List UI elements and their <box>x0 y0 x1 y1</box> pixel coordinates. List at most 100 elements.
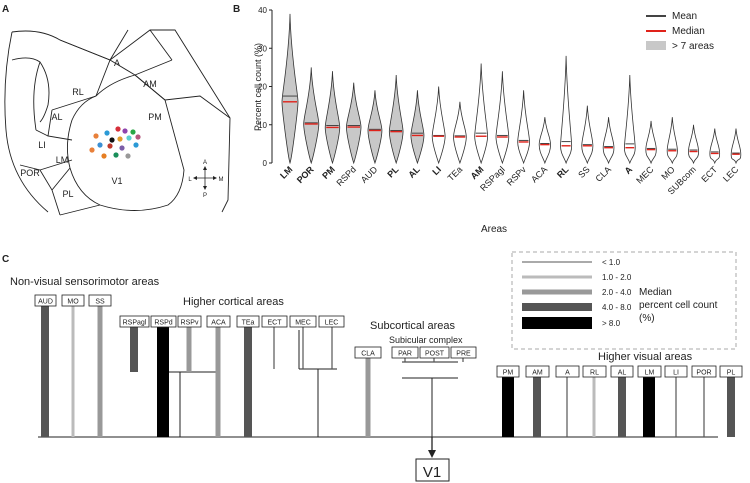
area-box-label-por: POR <box>696 370 711 377</box>
area-box-label-al: AL <box>618 370 627 377</box>
area-boundary-rl <box>59 39 111 97</box>
legend-c-item-2: 1.0 - 2.0 <box>602 273 632 282</box>
legend-c-item-3: 2.0 - 4.0 <box>602 288 632 297</box>
violin-SS <box>581 105 594 165</box>
violin-PM <box>324 71 341 165</box>
violin-ECT <box>709 128 721 165</box>
x-tick-label-AUD: AUD <box>359 164 380 185</box>
area-box-label-pm: PM <box>503 370 514 377</box>
injection-dot <box>113 152 119 158</box>
area-label-a: A <box>114 58 120 68</box>
area-box-tea <box>236 315 260 328</box>
area-box-label-rl: RL <box>590 370 599 377</box>
x-tick-label-RSPv: RSPv <box>505 164 529 188</box>
injection-dot <box>117 136 123 142</box>
y-axis-title: Percent cell count (%) <box>253 43 263 131</box>
x-tick-label-SS: SS <box>576 164 592 180</box>
violin-legend: Mean Median > 7 areas <box>646 11 714 52</box>
x-tick-label-AL: AL <box>406 164 422 180</box>
area-box-label-aca: ACA <box>211 320 226 327</box>
panel-a-area-labels: RL A AM AL PM LI LM POR PL V1 <box>20 58 162 199</box>
group-subicular-title: Subicular complex <box>389 335 463 345</box>
x-tick-label-LI: LI <box>430 164 443 177</box>
injection-dot <box>122 128 128 134</box>
cortex-outline <box>4 29 231 213</box>
area-boundaries-left <box>11 57 50 131</box>
area-box-label-pre: PRE <box>456 351 471 358</box>
x-tick-label-MEC: MEC <box>634 164 656 186</box>
area-box-label-pl: PL <box>727 370 736 377</box>
group-higher-cortical-title: Higher cortical areas <box>183 296 284 308</box>
area-label-pm: PM <box>148 112 162 122</box>
area-box-label-rspagl: RSPagl <box>123 320 147 327</box>
area-box-label-cla: CLA <box>361 351 375 358</box>
injection-dot <box>119 145 125 151</box>
area-box-ss <box>88 294 112 307</box>
violin-PL <box>388 75 404 165</box>
legend-c-item-4: 4.0 - 8.0 <box>602 303 632 312</box>
x-axis-title: Areas <box>481 224 507 235</box>
panel-c-legend: < 1.0 1.0 - 2.0 2.0 - 4.0 4.0 - 8.0 > 8.… <box>511 251 737 350</box>
x-tick-label-PM: PM <box>320 164 337 181</box>
area-box-mec <box>289 315 317 328</box>
violin-RSPd <box>346 82 362 165</box>
area-box-post <box>419 346 450 359</box>
x-tick-label-A: A <box>623 164 635 176</box>
area-box-aud <box>34 294 57 307</box>
area-box-pm <box>496 365 520 378</box>
violin-AM <box>474 63 488 165</box>
violin-LI <box>431 86 446 165</box>
area-box-label-tea: TEa <box>242 320 255 327</box>
violin-RSPv <box>517 90 530 165</box>
x-tick-label-MO: MO <box>659 164 676 181</box>
area-box-aca <box>206 315 231 328</box>
v1-outline <box>67 74 185 211</box>
area-boundary-am <box>134 29 173 76</box>
area-label-pl: PL <box>62 189 73 199</box>
area-box-am <box>525 365 550 378</box>
injection-dot <box>104 130 110 136</box>
legend-median-label: Median <box>672 26 705 37</box>
violin-AUD <box>367 90 383 165</box>
area-box-label-lm: LM <box>645 370 655 377</box>
violin-A <box>624 75 636 165</box>
x-tick-label-RSPd: RSPd <box>334 164 358 188</box>
area-box-li <box>664 365 688 378</box>
violin-RL <box>560 55 573 165</box>
injection-dot <box>125 153 131 159</box>
x-tick-label-LM: LM <box>278 164 294 180</box>
area-box-label-mec: MEC <box>295 320 311 327</box>
area-label-por: POR <box>20 168 40 178</box>
area-box-mo <box>61 294 85 307</box>
legend-shaded-swatch <box>646 41 666 50</box>
area-box-label-ect: ECT <box>268 320 283 327</box>
legend-c-title-1: Median <box>639 287 672 298</box>
violin-MO <box>666 117 678 165</box>
violin-SUBcom <box>688 124 699 165</box>
x-tick-label-LEC: LEC <box>721 164 741 184</box>
x-tick-label-CLA: CLA <box>594 164 613 183</box>
injection-dot <box>133 142 139 148</box>
area-box-a <box>555 365 580 378</box>
violin-TEa <box>453 101 467 165</box>
injection-dot <box>135 134 141 140</box>
violin-ACA <box>538 117 551 165</box>
area-boundary-a <box>109 29 136 76</box>
legend-c-item-1: < 1.0 <box>602 258 621 267</box>
area-box-label-post: POST <box>425 351 445 358</box>
projection-hierarchy: AUD MO SS RSPagl RSPd RSPv ACA TEa ECT MEC LEC CLA P… <box>34 294 743 437</box>
violin-LM <box>281 13 299 165</box>
area-box-label-rspd: RSPd <box>154 320 172 327</box>
group-subcortical-title: Subcortical areas <box>370 320 455 332</box>
area-label-al: AL <box>51 112 62 122</box>
x-tick-label-RL: RL <box>555 164 571 180</box>
y-tick-label: 40 <box>258 6 267 15</box>
area-box-label-li: LI <box>673 370 679 377</box>
area-label-am: AM <box>143 79 157 89</box>
panel-c-label: C <box>2 254 9 265</box>
x-tick-label-PL: PL <box>385 164 401 180</box>
area-box-pl <box>719 365 743 378</box>
x-tick-label-ECT: ECT <box>699 164 719 184</box>
compass-up-label: A <box>203 160 207 166</box>
y-tick-label: 0 <box>263 159 268 168</box>
